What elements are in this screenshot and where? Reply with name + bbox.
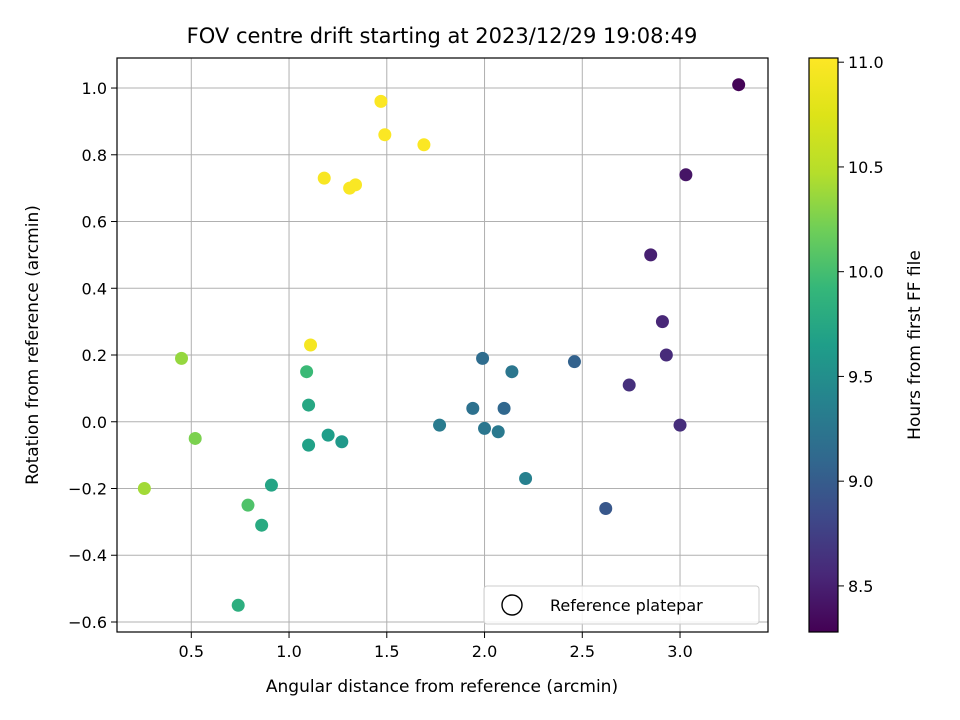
- y-tick-label: −0.4: [68, 546, 107, 565]
- legend-entry-reference-platepar: Reference platepar: [550, 596, 703, 615]
- data-point: [673, 418, 687, 432]
- data-point: [317, 171, 331, 185]
- data-point: [188, 431, 202, 445]
- x-tick-label: 2.5: [570, 642, 595, 661]
- data-point: [478, 421, 492, 435]
- colorbar-ticks: 8.5 9.0 9.5 10.0 10.5 11.0: [838, 53, 884, 596]
- data-point: [321, 428, 335, 442]
- data-point: [655, 315, 669, 329]
- y-tick-label: −0.6: [68, 613, 107, 632]
- data-point: [335, 435, 349, 449]
- data-point: [491, 425, 505, 439]
- x-axis-ticks: 0.5 1.0 1.5 2.0 2.5 3.0: [179, 632, 693, 661]
- x-axis-label: Angular distance from reference (arcmin): [266, 677, 618, 697]
- data-point: [175, 351, 189, 365]
- data-point: [231, 598, 245, 612]
- chart-title: FOV centre drift starting at 2023/12/29 …: [187, 24, 698, 48]
- data-point: [497, 401, 511, 415]
- x-tick-label: 0.5: [179, 642, 204, 661]
- y-tick-label: 0.8: [82, 146, 107, 165]
- y-tick-label: 0.2: [82, 346, 107, 365]
- colorbar: [808, 57, 839, 633]
- y-tick-label: −0.2: [68, 480, 107, 499]
- data-point: [644, 248, 658, 262]
- data-point: [679, 168, 693, 182]
- data-point: [732, 78, 746, 92]
- data-point: [567, 355, 581, 369]
- legend: Reference platepar: [483, 585, 760, 625]
- colorbar-tick-label: 10.0: [848, 263, 884, 282]
- y-tick-label: 0.0: [82, 413, 107, 432]
- y-tick-label: 0.4: [82, 279, 107, 298]
- data-point: [466, 401, 480, 415]
- data-point: [304, 338, 318, 352]
- x-tick-label: 1.5: [374, 642, 399, 661]
- colorbar-tick-label: 8.5: [848, 577, 873, 596]
- y-axis-ticks: −0.6 −0.4 −0.2 0.0 0.2 0.4 0.6 0.8 1.0: [68, 79, 117, 632]
- colorbar-label: Hours from first FF file: [905, 250, 925, 440]
- colorbar-tick-label: 10.5: [848, 158, 884, 177]
- legend-marker: [501, 594, 523, 616]
- x-tick-label: 2.0: [472, 642, 497, 661]
- data-point: [349, 178, 363, 192]
- plot-frame: [116, 57, 769, 633]
- data-point: [519, 471, 533, 485]
- data-point: [599, 502, 613, 516]
- colorbar-tick-label: 9.5: [848, 367, 873, 386]
- y-tick-label: 1.0: [82, 79, 107, 98]
- colorbar-tick-label: 9.0: [848, 472, 873, 491]
- legend-box: [483, 585, 760, 625]
- scatter-points: [137, 78, 746, 612]
- data-point: [417, 138, 431, 152]
- data-point: [659, 348, 673, 362]
- data-point: [505, 365, 519, 379]
- data-point: [302, 438, 316, 452]
- data-point: [476, 351, 490, 365]
- data-point: [378, 128, 392, 142]
- data-point: [241, 498, 255, 512]
- data-point: [264, 478, 278, 492]
- data-point: [433, 418, 447, 432]
- data-point: [302, 398, 316, 412]
- data-point: [255, 518, 269, 532]
- data-point: [622, 378, 636, 392]
- data-point: [137, 482, 151, 495]
- grid: [117, 58, 768, 632]
- y-axis-label: Rotation from reference (arcmin): [23, 205, 43, 485]
- x-tick-label: 3.0: [667, 642, 692, 661]
- data-point: [300, 365, 314, 379]
- colorbar-tick-label: 11.0: [848, 53, 884, 72]
- data-point: [374, 94, 388, 108]
- x-tick-label: 1.0: [276, 642, 301, 661]
- y-tick-label: 0.6: [82, 213, 107, 232]
